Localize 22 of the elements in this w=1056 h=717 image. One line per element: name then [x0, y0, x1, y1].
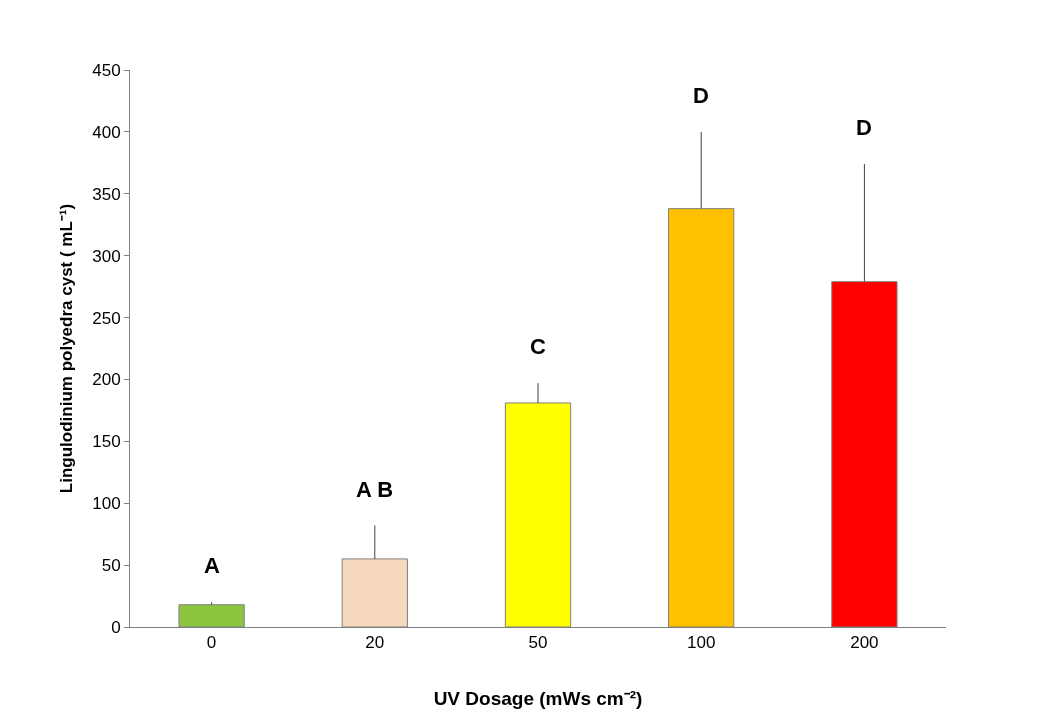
y-tick-label: 350: [92, 184, 121, 204]
y-tick-label: 200: [92, 370, 121, 390]
annotation: A: [204, 553, 220, 578]
y-tick-label: 0: [111, 617, 121, 637]
y-tick-label: 100: [92, 494, 121, 514]
y-tick-label: 250: [92, 308, 121, 328]
x-tick-label: 200: [850, 633, 879, 653]
annotation: C: [530, 334, 546, 359]
y-tick-label: 300: [92, 246, 121, 266]
y-axis-title: Lingulodinium polyedra cyst ( mL⁻¹): [56, 203, 76, 494]
x-tick-label: 0: [206, 633, 217, 653]
x-tick-label: 100: [687, 633, 716, 653]
y-tick-label: 50: [101, 556, 121, 576]
y-tick-label: 400: [92, 122, 121, 142]
x-tick-label: 20: [365, 633, 385, 653]
x-axis-title: UV Dosage (mWs cm⁻²): [433, 688, 643, 710]
annotation: A B: [356, 477, 394, 502]
y-tick-label: 450: [92, 60, 121, 80]
y-tick-label: 150: [92, 432, 121, 452]
x-tick-label: 50: [528, 633, 548, 653]
annotation: D: [856, 115, 872, 140]
annotation: D: [693, 83, 709, 108]
